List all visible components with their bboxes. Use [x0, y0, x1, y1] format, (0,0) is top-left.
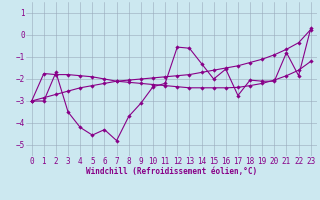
X-axis label: Windchill (Refroidissement éolien,°C): Windchill (Refroidissement éolien,°C): [86, 167, 257, 176]
